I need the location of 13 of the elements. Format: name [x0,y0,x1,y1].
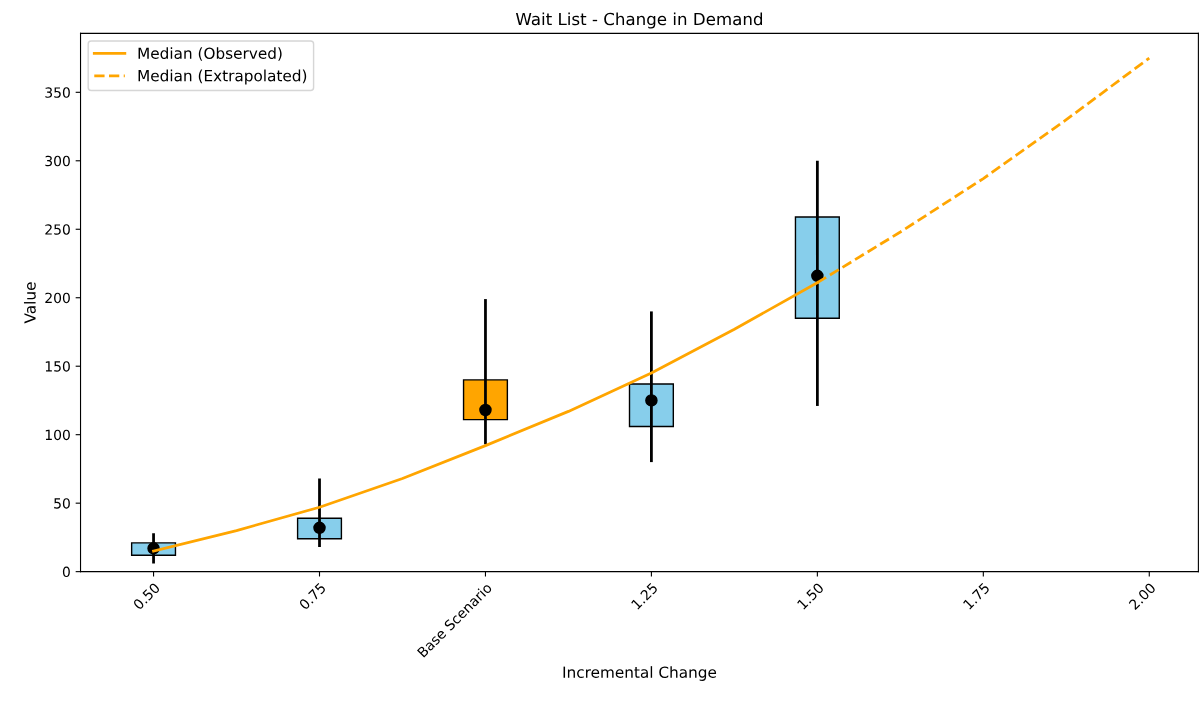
chart-title: Wait List - Change in Demand [515,12,763,29]
y-axis-title: Value [23,282,36,324]
legend-label: Median (Observed) [138,47,282,61]
y-tick-label: 200 [45,292,70,304]
y-tick-label: 350 [45,87,70,98]
y-tick-label: 50 [54,498,70,509]
y-tick-label: 150 [45,361,70,372]
y-tick-label: 0 [62,566,70,578]
y-tick-label: 100 [45,429,70,441]
y-tick-label: 250 [45,224,70,235]
y-tick-label: 300 [45,155,70,167]
legend-label: Median (Extrapolated) [138,69,307,85]
x-axis-title: Incremental Change [563,666,717,681]
